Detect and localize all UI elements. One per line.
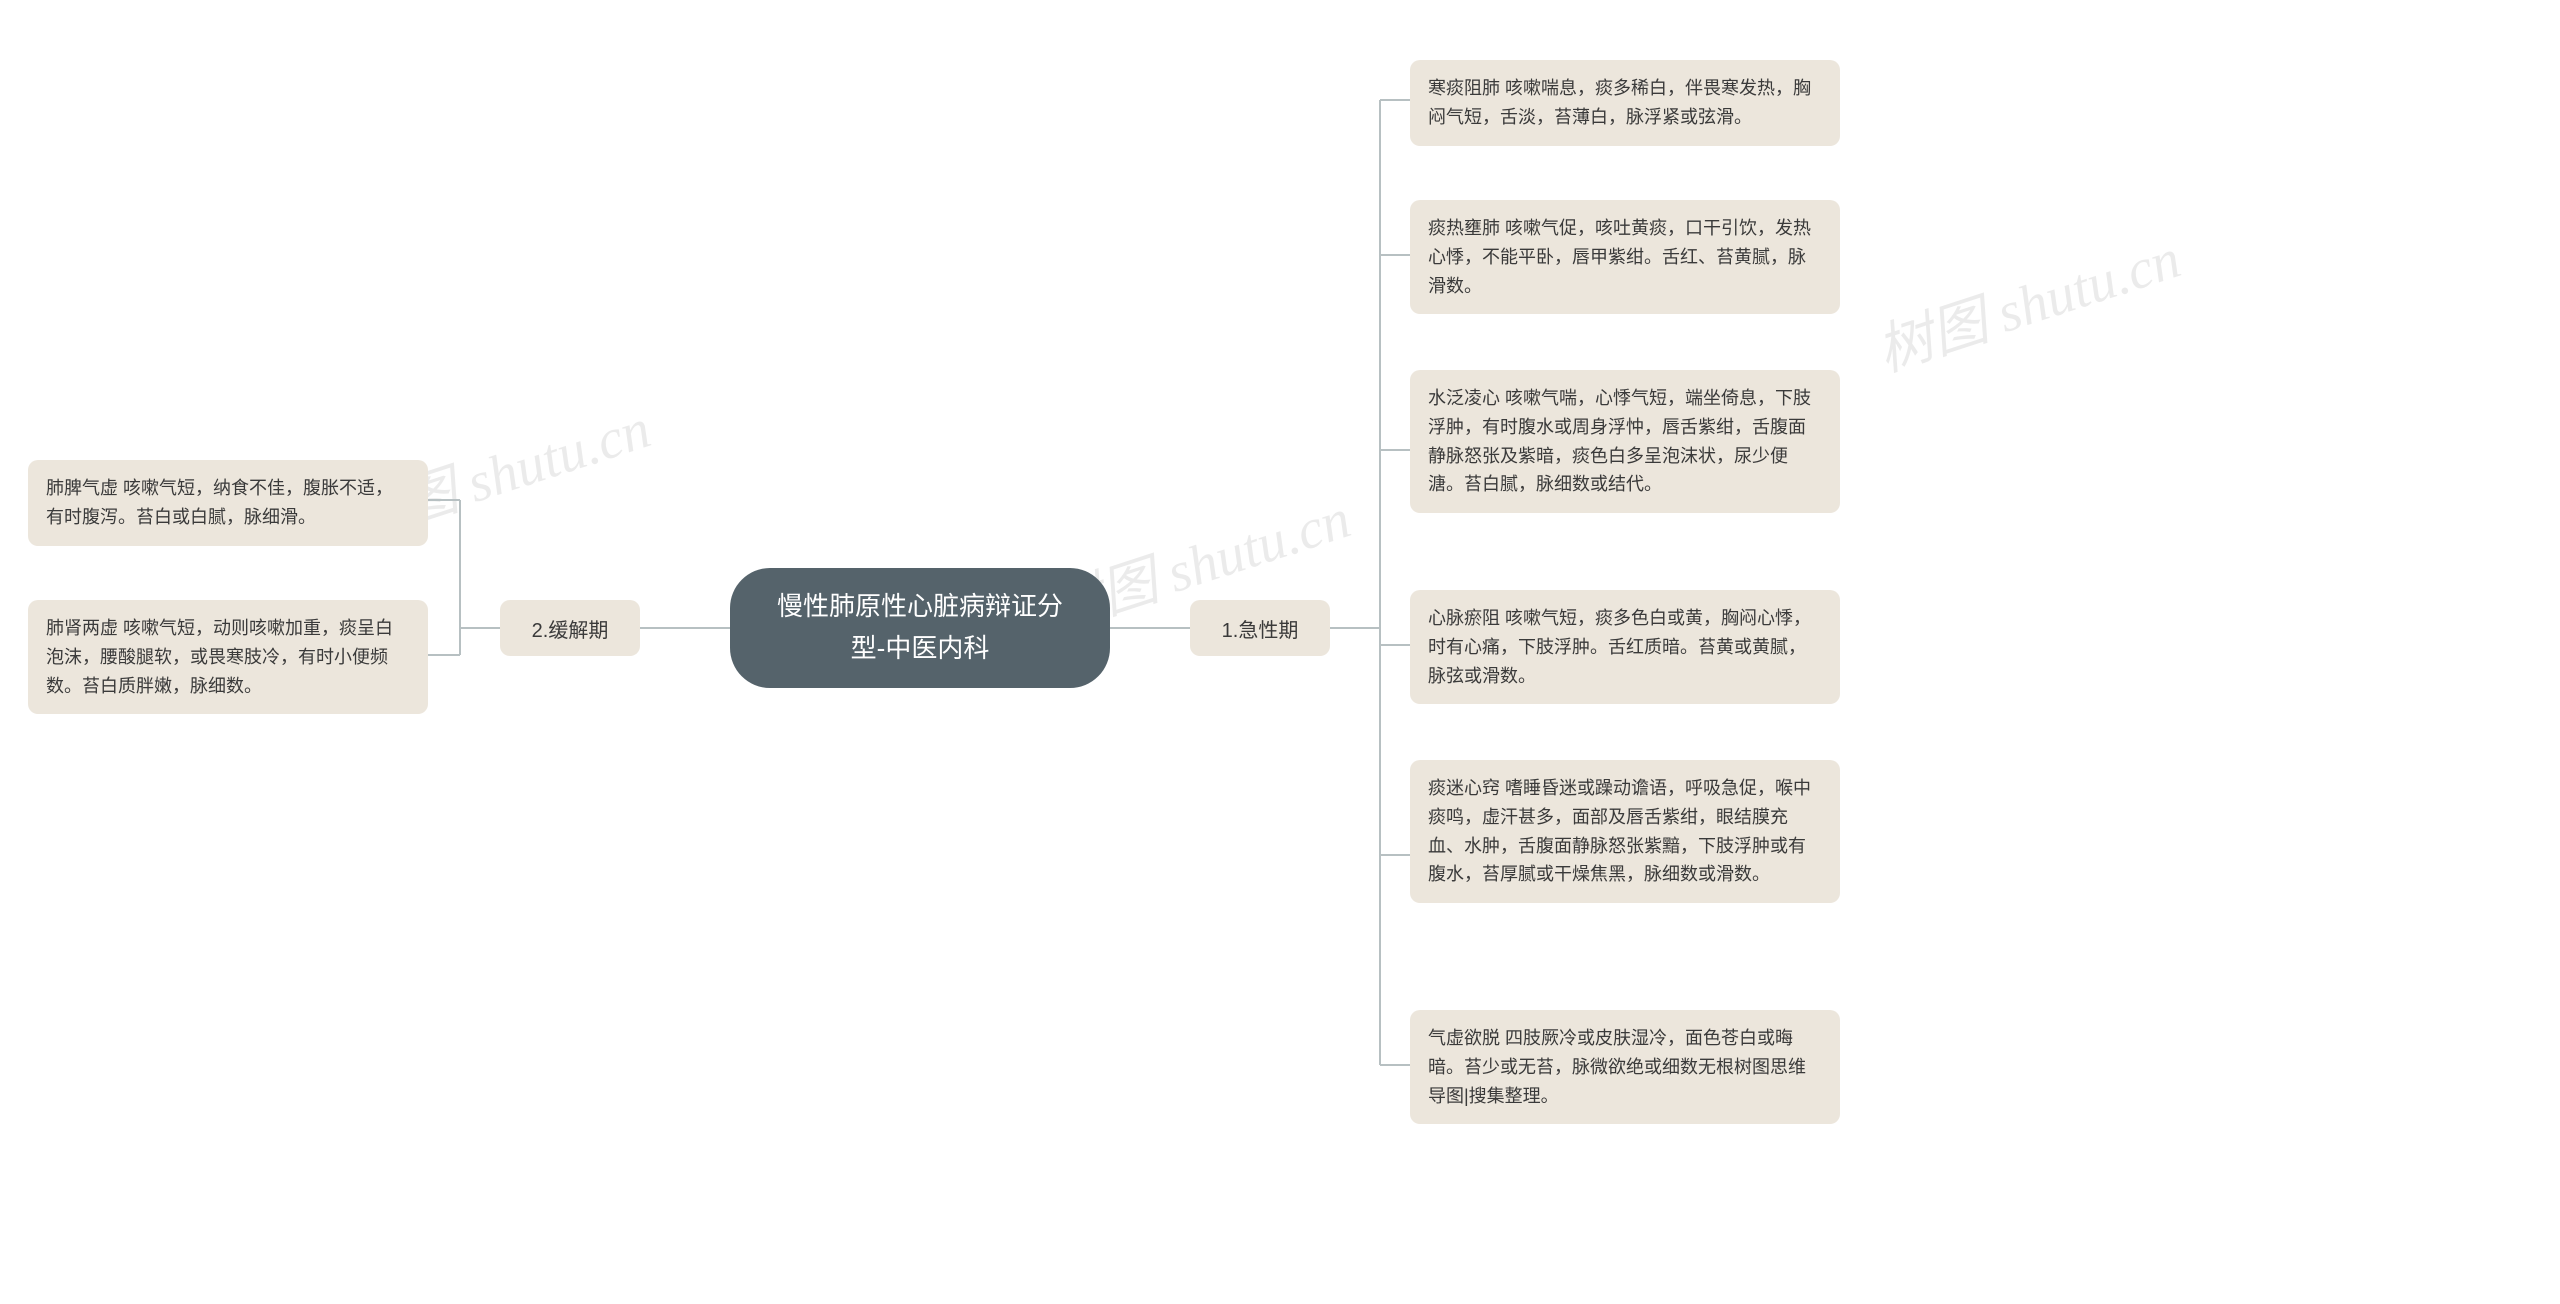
branch-acute: 1.急性期 <box>1190 600 1330 656</box>
watermark: 树图 shutu.cn <box>1865 213 2189 387</box>
branch-remission: 2.缓解期 <box>500 600 640 656</box>
leaf-acute-1: 寒痰阻肺 咳嗽喘息，痰多稀白，伴畏寒发热，胸闷气短，舌淡，苔薄白，脉浮紧或弦滑。 <box>1410 60 1840 146</box>
leaf-remission-2: 肺肾两虚 咳嗽气短，动则咳嗽加重，痰呈白泡沫，腰酸腿软，或畏寒肢冷，有时小便频数… <box>28 600 428 714</box>
root-node: 慢性肺原性心脏病辩证分 型-中医内科 <box>730 568 1110 688</box>
leaf-acute-2: 痰热壅肺 咳嗽气促，咳吐黄痰，口干引饮，发热心悸，不能平卧，唇甲紫绀。舌红、苔黄… <box>1410 200 1840 314</box>
leaf-acute-3: 水泛凌心 咳嗽气喘，心悸气短，端坐倚息，下肢浮肿，有时腹水或周身浮忡，唇舌紫绀，… <box>1410 370 1840 513</box>
leaf-acute-5: 痰迷心窍 嗜睡昏迷或躁动谵语，呼吸急促，喉中痰鸣，虚汗甚多，面部及唇舌紫绀，眼结… <box>1410 760 1840 903</box>
root-line2: 型-中医内科 <box>777 628 1063 670</box>
root-line1: 慢性肺原性心脏病辩证分 <box>777 586 1063 628</box>
leaf-acute-6: 气虚欲脱 四肢厥冷或皮肤湿冷，面色苍白或晦暗。苔少或无苔，脉微欲绝或细数无根树图… <box>1410 1010 1840 1124</box>
leaf-acute-4: 心脉瘀阻 咳嗽气短，痰多色白或黄，胸闷心悸，时有心痛，下肢浮肿。舌红质暗。苔黄或… <box>1410 590 1840 704</box>
leaf-remission-1: 肺脾气虚 咳嗽气短，纳食不佳，腹胀不适，有时腹泻。苔白或白腻，脉细滑。 <box>28 460 428 546</box>
